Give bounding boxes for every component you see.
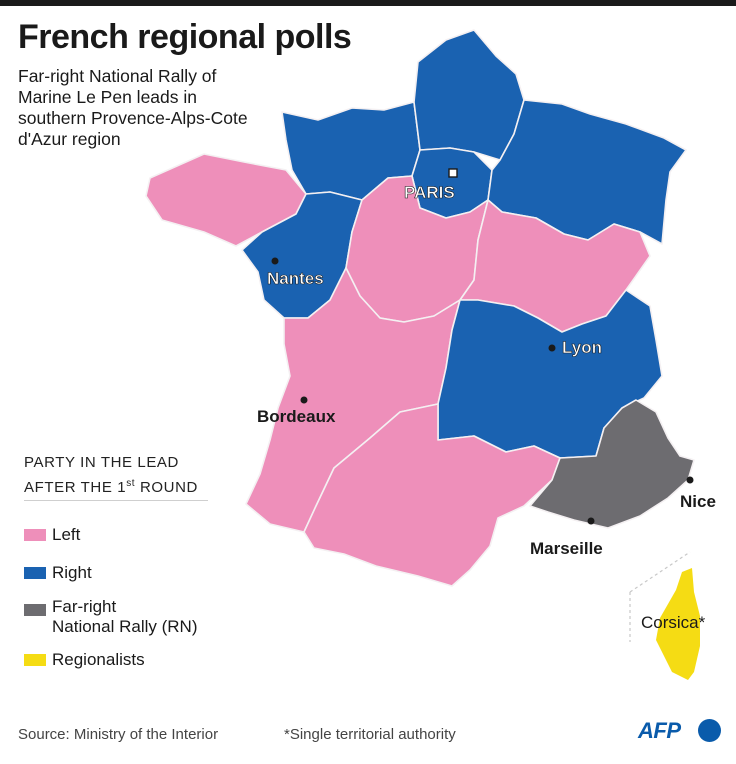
city-label-marseille: Marseille bbox=[530, 539, 603, 558]
legend-swatch-right bbox=[24, 567, 46, 579]
legend-swatch-left bbox=[24, 529, 46, 541]
nantes-marker-icon bbox=[271, 257, 279, 265]
city-label-corsica: Corsica* bbox=[641, 613, 706, 632]
footnote: *Single territorial authority bbox=[284, 726, 456, 743]
page-title: French regional polls bbox=[18, 18, 352, 56]
legend-label-regionalists: Regionalists bbox=[52, 650, 145, 669]
legend-title-line2: AFTER THE 1st ROUND bbox=[24, 473, 224, 498]
city-label-bordeaux: Bordeaux bbox=[257, 407, 336, 426]
city-label-nantes: Nantes bbox=[267, 269, 324, 288]
lyon-marker-icon bbox=[548, 344, 556, 352]
corsica-inset bbox=[629, 551, 700, 680]
legend-title: PARTY IN THE LEAD AFTER THE 1st ROUND bbox=[24, 452, 224, 498]
afp-logo: AFP bbox=[638, 718, 681, 743]
afp-logo-dot-icon bbox=[698, 719, 721, 742]
paris-marker-icon bbox=[448, 168, 458, 178]
legend-title-superscript: st bbox=[126, 478, 136, 489]
bordeaux-marker-icon bbox=[300, 396, 308, 404]
legend-swatch-far-right bbox=[24, 604, 46, 616]
legend-swatch-regionalists bbox=[24, 654, 46, 666]
legend-label-far-right: Far-right National Rally (RN) bbox=[52, 597, 197, 637]
city-label-paris: PARIS bbox=[404, 183, 455, 202]
legend-label-right: Right bbox=[52, 563, 92, 582]
source-note: Source: Ministry of the Interior bbox=[18, 726, 219, 743]
top-bar bbox=[0, 0, 736, 6]
legend-title-line2-suffix: ROUND bbox=[135, 479, 198, 496]
legend-divider bbox=[24, 500, 208, 501]
city-label-nice: Nice bbox=[680, 492, 716, 511]
legend-label-far-right-line2: National Rally (RN) bbox=[52, 617, 198, 636]
legend-title-line2-text: AFTER THE 1 bbox=[24, 479, 127, 496]
nice-marker-icon bbox=[686, 476, 694, 484]
region-hauts-de-france bbox=[413, 29, 525, 161]
legend-label-left: Left bbox=[52, 525, 81, 544]
region-corsica bbox=[656, 568, 700, 680]
page-subtitle: Far-right National Rally of Marine Le Pe… bbox=[18, 66, 248, 149]
legend-title-line1: PARTY IN THE LEAD bbox=[24, 454, 179, 471]
legend-label-far-right-line1: Far-right bbox=[52, 597, 117, 616]
city-label-lyon: Lyon bbox=[562, 338, 602, 357]
marseille-marker-icon bbox=[587, 517, 595, 525]
region-provence-alps-cote-dazur bbox=[529, 399, 695, 529]
